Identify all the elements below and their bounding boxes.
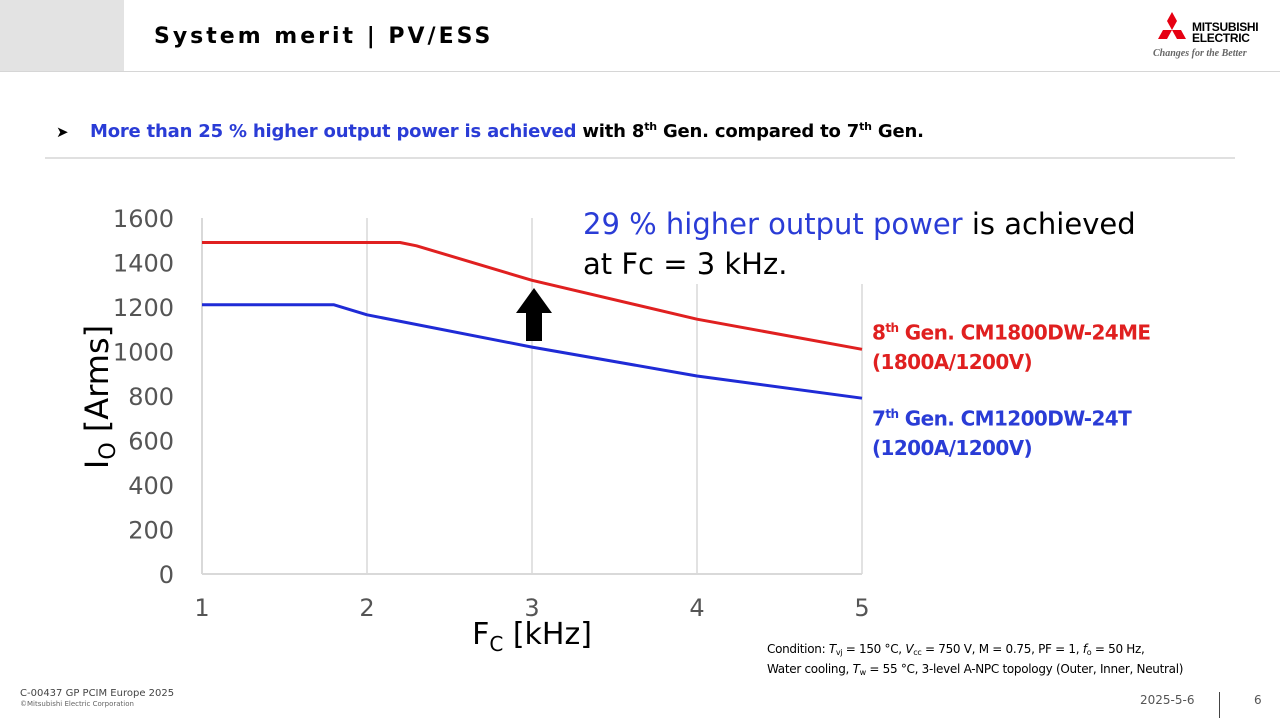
key-message-text-3: Gen. <box>871 121 924 142</box>
legend-gen8-model: Gen. CM1800DW-24ME <box>898 320 1151 345</box>
test-condition-note: Condition: Tvj = 150 °C, Vcc = 750 V, M … <box>767 641 1183 681</box>
callout-highlight: 29 % higher output power <box>583 207 963 241</box>
copyright: ©Mitsubishi Electric Corporation <box>20 700 134 708</box>
y-tick-label: 1000 <box>113 339 174 367</box>
callout-text-1: is achieved <box>962 207 1136 241</box>
y-axis-label: IO [Arms] <box>78 325 121 469</box>
legend-gen8: 8th Gen. CM1800DW-24ME (1800A/1200V) <box>872 314 1151 377</box>
key-message-text-1: with 8 <box>576 121 645 142</box>
page-title: System merit | PV/ESS <box>154 24 494 49</box>
y-tick-label: 1400 <box>113 250 174 278</box>
y-tick-label: 800 <box>128 383 174 411</box>
key-message-highlight: More than 25 % higher output power is ac… <box>90 121 577 142</box>
series-line-gen7 <box>202 303 863 400</box>
key-message: ➤ More than 25 % higher output power is a… <box>56 120 924 142</box>
callout-text-2: at Fc = 3 kHz. <box>583 247 788 281</box>
chart-series <box>202 241 863 400</box>
condition-fo-sub: o <box>1086 648 1092 657</box>
legend-gen7: 7th Gen. CM1200DW-24T (1200A/1200V) <box>872 400 1132 463</box>
mitsubishi-logo: MITSUBISHI ELECTRIC Changes for the Bett… <box>1150 12 1268 62</box>
chart-axes <box>201 218 862 575</box>
page-number: 6 <box>1254 693 1262 707</box>
legend-gen8-sup: th <box>885 321 899 335</box>
condition-text-3: = 750 V, M = 0.75, PF = 1, <box>921 642 1083 656</box>
header-divider <box>0 71 1280 72</box>
logo-name-line1: MITSUBISHI <box>1192 20 1259 34</box>
legend-gen7-rating: (1200A/1200V) <box>872 435 1033 460</box>
condition-vcc-sub: cc <box>913 648 922 657</box>
condition-text-1: Condition: <box>767 642 829 656</box>
legend-gen7-number: 7 <box>872 406 886 431</box>
condition-text-5: Water cooling, <box>767 662 853 676</box>
condition-text-4: = 50 Hz, <box>1091 642 1145 656</box>
condition-tw-sub: w <box>859 668 867 677</box>
x-tick-label: 2 <box>359 594 374 622</box>
y-tick-label: 0 <box>159 561 174 589</box>
y-tick-label: 400 <box>128 472 174 500</box>
chart-tick-labels: 1 2 3 4 5 0 200 400 600 800 1000 1200 1400 1600 <box>113 205 870 622</box>
document-code: C-00437 GP PCIM Europe 2025 <box>20 688 175 699</box>
y-tick-label: 1200 <box>113 294 174 322</box>
legend-gen8-number: 8 <box>872 320 886 345</box>
key-message-sup-2: th <box>859 120 872 133</box>
x-tick-label: 5 <box>854 594 869 622</box>
x-tick-label: 4 <box>689 594 704 622</box>
key-message-sup-1: th <box>644 120 657 133</box>
logo-name-line2: ELECTRIC <box>1192 31 1250 45</box>
legend-gen8-rating: (1800A/1200V) <box>872 349 1033 374</box>
up-arrow-icon <box>516 288 552 341</box>
condition-fo: f <box>1082 642 1087 656</box>
x-tick-label: 3 <box>524 594 539 622</box>
key-message-text-2: Gen. compared to 7 <box>656 121 860 142</box>
y-tick-label: 600 <box>128 428 174 456</box>
logo-wordmark: MITSUBISHI ELECTRIC <box>1192 20 1259 45</box>
x-axis-label: FC [kHz] <box>472 617 592 656</box>
footer-separator <box>1219 692 1220 718</box>
condition-text-2: = 150 °C, <box>842 642 906 656</box>
legend-gen7-sup: th <box>885 407 899 421</box>
x-tick-label: 1 <box>194 594 209 622</box>
series-line-gen8 <box>202 241 863 351</box>
condition-tw: T <box>852 662 860 676</box>
key-message-divider <box>45 157 1235 159</box>
slide-date: 2025-5-6 <box>1140 693 1195 707</box>
arrowhead-bullet-icon: ➤ <box>56 123 69 141</box>
y-tick-label: 200 <box>128 517 174 545</box>
condition-vcc: V <box>905 642 914 656</box>
condition-text-6: = 55 °C, 3-level A-NPC topology (Outer, … <box>865 662 1184 676</box>
condition-tvj-sub: vj <box>835 648 843 657</box>
y-tick-label: 1600 <box>113 205 174 233</box>
chart-callout: 29 % higher output power is achieved at … <box>583 204 1136 284</box>
logo-tagline: Changes for the Better <box>1153 48 1247 59</box>
legend-gen7-model: Gen. CM1200DW-24T <box>898 406 1132 431</box>
header-accent-block <box>0 0 124 72</box>
three-diamonds-logo-icon <box>1158 12 1186 39</box>
condition-tvj: T <box>828 642 836 656</box>
